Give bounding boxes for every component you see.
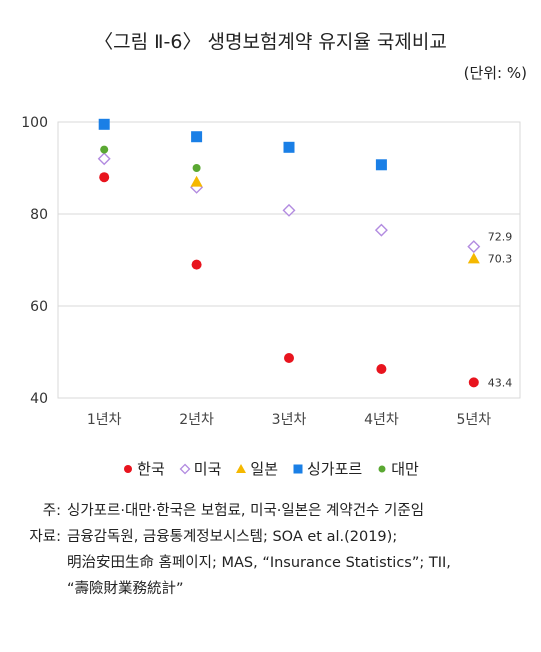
source-label: 자료: — [29, 529, 61, 545]
legend-item-japan: 일본 — [235, 458, 278, 479]
source-note: 자료: 금융감독원, 금융통계정보시스템; SOA et al.(2019); 明… — [14, 524, 451, 602]
data-point-korea — [284, 352, 294, 363]
data-point-usa — [282, 203, 296, 217]
data-point-korea — [191, 259, 202, 270]
legend-item-korea: 한국 — [122, 458, 165, 479]
x-tick-label: 3년차 — [272, 412, 307, 428]
data-point-korea — [468, 377, 479, 388]
data-point-japan — [467, 252, 480, 264]
legend-symbol — [293, 464, 303, 473]
data-label: 43.4 — [488, 376, 513, 389]
data-point-singapore — [283, 141, 295, 153]
source-line-3: “壽險財業務統計” — [67, 581, 184, 597]
data-point-korea — [99, 172, 110, 183]
data-point-japan — [190, 175, 203, 187]
legend-label: 한국 — [137, 460, 165, 478]
data-point-singapore — [375, 159, 387, 171]
legend-symbol — [236, 463, 247, 473]
legend-label: 싱가포르 — [307, 460, 363, 478]
chart-plot: 40 60 80 100 1년차 2년차 3년차 4년차 5년차 72.9 70.3 43.4 — [21, 115, 521, 428]
y-tick-label: 60 — [30, 299, 48, 315]
y-tick-label: 80 — [30, 207, 48, 223]
legend-label: 대만 — [391, 460, 419, 478]
x-tick-label: 2년차 — [179, 412, 214, 428]
y-tick-label: 100 — [21, 115, 48, 131]
source-line-2: 明治安田生命 홈페이지; MAS, “Insurance Statistics”… — [67, 555, 451, 571]
source-line-1: 금융감독원, 금융통계정보시스템; SOA et al.(2019); — [67, 529, 398, 545]
data-point-korea — [376, 364, 387, 375]
legend-item-taiwan: 대만 — [376, 458, 419, 479]
legend-item-singapore: 싱가포르 — [292, 458, 362, 479]
note-footnote: 주: 싱가포르·대만·한국은 보험료, 미국·일본은 계약건수 기준임 — [14, 498, 424, 524]
data-point-taiwan — [100, 145, 109, 154]
y-tick-label: 40 — [30, 391, 48, 407]
legend-symbol — [124, 464, 133, 473]
legend-symbol — [378, 465, 386, 472]
data-point-singapore — [98, 118, 110, 130]
x-tick-label: 1년차 — [87, 412, 122, 428]
data-point-usa — [374, 223, 388, 237]
x-tick-label: 4년차 — [364, 412, 399, 428]
x-tick-label: 5년차 — [456, 412, 491, 428]
chart-title: 〈그림 Ⅱ-6〉 생명보험계약 유지율 국제비교 — [94, 31, 447, 53]
legend-item-usa: 미국 — [179, 458, 222, 479]
data-label: 70.3 — [488, 253, 513, 266]
data-point-singapore — [191, 131, 203, 143]
legend-label: 미국 — [193, 460, 222, 478]
note-text: 싱가포르·대만·한국은 보험료, 미국·일본은 계약건수 기준임 — [67, 503, 425, 519]
unit-label: (단위: %) — [463, 64, 527, 82]
chart-legend: 한국 미국 일본 싱가포르 대만 — [0, 458, 541, 479]
data-point-taiwan — [192, 164, 201, 172]
data-label: 72.9 — [488, 231, 513, 244]
legend-symbol — [179, 463, 191, 474]
data-point-usa — [97, 152, 111, 166]
data-point-usa — [467, 240, 481, 254]
legend-label: 일본 — [250, 460, 278, 478]
note-label: 주: — [42, 503, 61, 519]
